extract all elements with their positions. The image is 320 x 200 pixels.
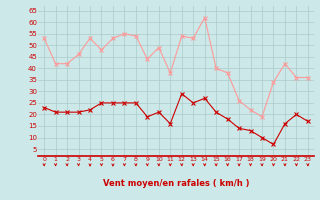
X-axis label: Vent moyen/en rafales ( km/h ): Vent moyen/en rafales ( km/h ) <box>103 179 249 188</box>
